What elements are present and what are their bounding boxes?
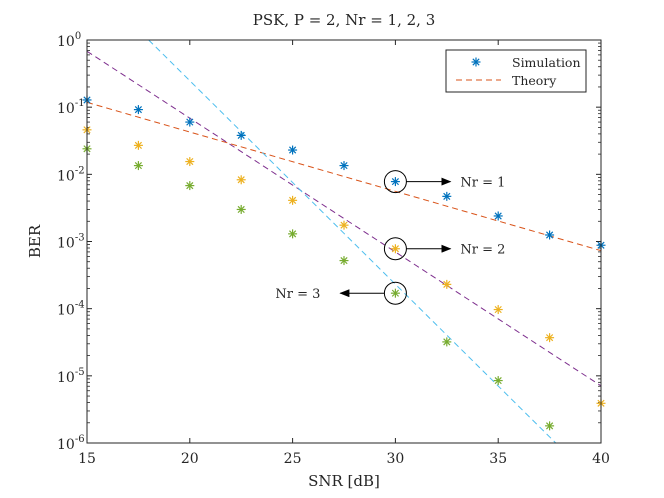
sim-point-s1-6 — [390, 244, 400, 254]
x-tick-label-5: 40 — [592, 451, 610, 467]
sim-point-s1-1 — [133, 140, 143, 150]
sim-point-s2-6 — [390, 288, 400, 298]
y-tick-base-3: 10 — [57, 236, 75, 252]
y-tick-exp-0: 0 — [75, 31, 81, 42]
legend-box — [445, 49, 587, 93]
sim-point-s1-9 — [545, 333, 555, 343]
y-tick-exp-4: -4 — [75, 300, 85, 311]
sim-point-s0-2 — [185, 117, 195, 127]
y-tick-exp-3: -3 — [75, 233, 85, 244]
y-tick-base-1: 10 — [57, 101, 75, 117]
sim-point-s0-8 — [493, 211, 503, 221]
sim-point-s2-1 — [133, 161, 143, 171]
annotation-label-0: Nr = 1 — [460, 176, 505, 191]
y-tick-exp-1: -1 — [75, 98, 85, 109]
sim-point-s1-4 — [288, 195, 298, 205]
x-tick-label-1: 20 — [181, 451, 199, 467]
legend-label-1: Theory — [512, 73, 557, 88]
y-tick-exp-6: -6 — [75, 434, 85, 445]
sim-point-s1-3 — [236, 175, 246, 185]
sim-point-s2-3 — [236, 204, 246, 214]
sim-point-s0-5 — [339, 161, 349, 171]
plot-area — [87, 40, 601, 443]
sim-point-s1-7 — [442, 279, 452, 289]
sim-point-s1-8 — [493, 305, 503, 315]
sim-point-s2-9 — [545, 421, 555, 431]
y-tick-base-0: 10 — [57, 34, 75, 50]
y-tick-label-0: 100 — [57, 31, 81, 50]
y-tick-label-4: 10-4 — [57, 300, 85, 319]
sim-point-s2-2 — [185, 181, 195, 191]
legend: Simulation Theory — [445, 49, 587, 93]
x-tick-label-0: 15 — [78, 451, 96, 467]
theory-line-3 — [87, 101, 601, 252]
y-tick-label-1: 10-1 — [57, 98, 85, 117]
annotation-label-1: Nr = 2 — [460, 243, 505, 258]
theory-line-5 — [148, 40, 557, 443]
series-layer — [82, 40, 606, 443]
sim-point-s2-7 — [442, 337, 452, 347]
legend-marker-0 — [471, 57, 481, 67]
y-tick-exp-5: -5 — [75, 367, 85, 378]
y-tick-exp-2: -2 — [75, 165, 85, 176]
sim-point-s1-5 — [339, 220, 349, 230]
sim-point-s0-9 — [545, 230, 555, 240]
y-tick-label-3: 10-3 — [57, 233, 85, 252]
y-axis-label: BER — [26, 224, 44, 258]
sim-point-s0-3 — [236, 130, 246, 140]
y-tick-label-5: 10-5 — [57, 367, 85, 386]
sim-point-s0-1 — [133, 105, 143, 115]
sim-point-s0-4 — [288, 145, 298, 155]
y-tick-base-5: 10 — [57, 370, 75, 386]
y-tick-base-2: 10 — [57, 168, 75, 184]
sim-point-s0-7 — [442, 191, 452, 201]
y-tick-base-6: 10 — [57, 437, 75, 453]
y-tick-label-2: 10-2 — [57, 165, 85, 184]
x-tick-label-2: 25 — [284, 451, 302, 467]
x-tick-label-4: 35 — [489, 451, 507, 467]
x-tick-label-3: 30 — [386, 451, 404, 467]
legend-label-0: Simulation — [512, 55, 581, 70]
y-tick-label-6: 10-6 — [57, 434, 85, 453]
theory-line-4 — [87, 50, 601, 387]
sim-point-s0-6 — [390, 177, 400, 187]
sim-point-s1-2 — [185, 157, 195, 167]
y-tick-base-4: 10 — [57, 303, 75, 319]
sim-point-s2-5 — [339, 256, 349, 266]
annotation-label-2: Nr = 3 — [275, 287, 320, 302]
chart-title: PSK, P = 2, Nr = 1, 2, 3 — [253, 11, 436, 29]
sim-point-s2-4 — [288, 229, 298, 239]
x-axis-label: SNR [dB] — [308, 472, 380, 490]
sim-point-s2-8 — [493, 376, 503, 386]
annotations-layer: Nr = 1 Nr = 2 Nr = 3 — [275, 170, 505, 305]
plot-frame — [86, 39, 602, 444]
